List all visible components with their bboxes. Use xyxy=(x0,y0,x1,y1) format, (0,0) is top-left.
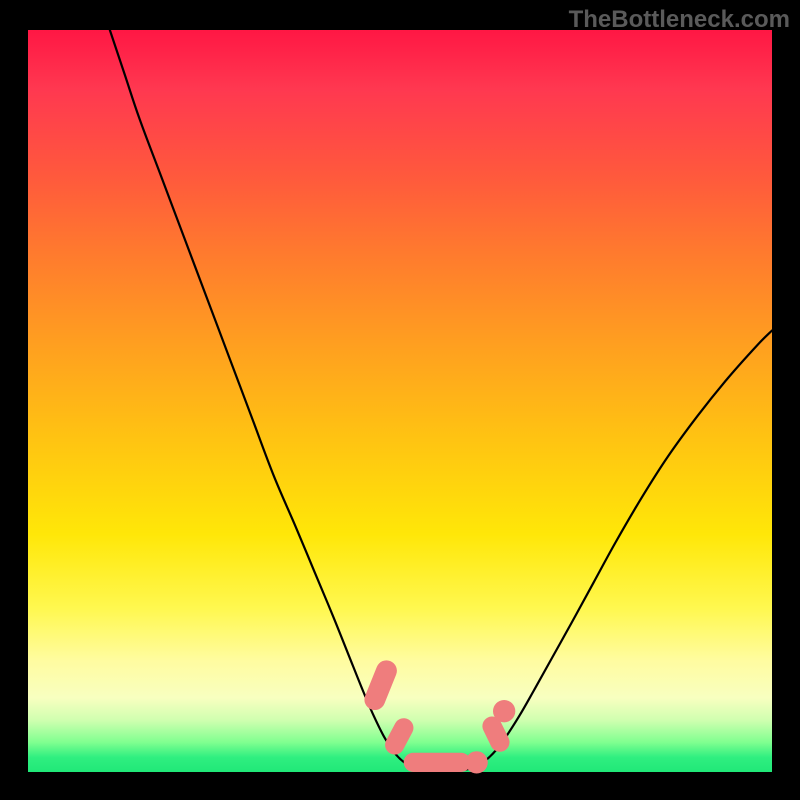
bottom-marker xyxy=(361,657,400,713)
bottom-marker xyxy=(404,753,471,772)
source-watermark: TheBottleneck.com xyxy=(569,6,790,34)
bottom-marker xyxy=(465,751,487,773)
bottom-marker xyxy=(382,715,417,758)
bottom-marker xyxy=(493,700,515,722)
curve-layer xyxy=(0,0,800,800)
left-curve xyxy=(110,30,430,771)
chart-frame: TheBottleneck.com xyxy=(0,0,800,800)
